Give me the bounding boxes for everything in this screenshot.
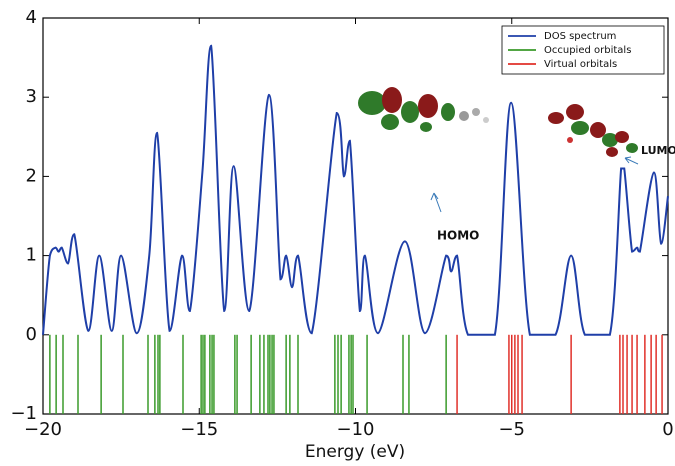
- x-tick-label: −15: [180, 419, 218, 440]
- annotation: LUMO: [641, 144, 675, 157]
- x-tick-label: 0: [662, 419, 673, 440]
- legend: DOS spectrum Occupied orbitals Virtual orb…: [502, 26, 664, 74]
- annotation: HOMO: [437, 229, 479, 243]
- legend-label: DOS spectrum: [544, 31, 616, 42]
- molecule-homo: [358, 87, 489, 132]
- y-tick-label: 0: [26, 324, 37, 345]
- y-tick-label: 4: [26, 7, 37, 28]
- chart: HOMO LUMO Energy (eV) −20−15−10−50−10123…: [0, 0, 675, 462]
- x-tick-label: −5: [498, 419, 525, 440]
- arrows: [431, 157, 638, 212]
- dos-line: [43, 46, 668, 335]
- x-axis-label: Energy (eV): [305, 442, 405, 462]
- plot-frame: [43, 18, 668, 414]
- molecule-lumo: [548, 104, 638, 157]
- y-tick-label: 1: [26, 245, 37, 266]
- legend-label: Occupied orbitals: [544, 45, 631, 56]
- y-tick-label: 3: [26, 86, 37, 107]
- legend-label: Virtual orbitals: [544, 59, 617, 70]
- y-tick-label: −1: [10, 403, 37, 424]
- y-tick-label: 2: [26, 165, 37, 186]
- x-tick-label: −10: [337, 419, 375, 440]
